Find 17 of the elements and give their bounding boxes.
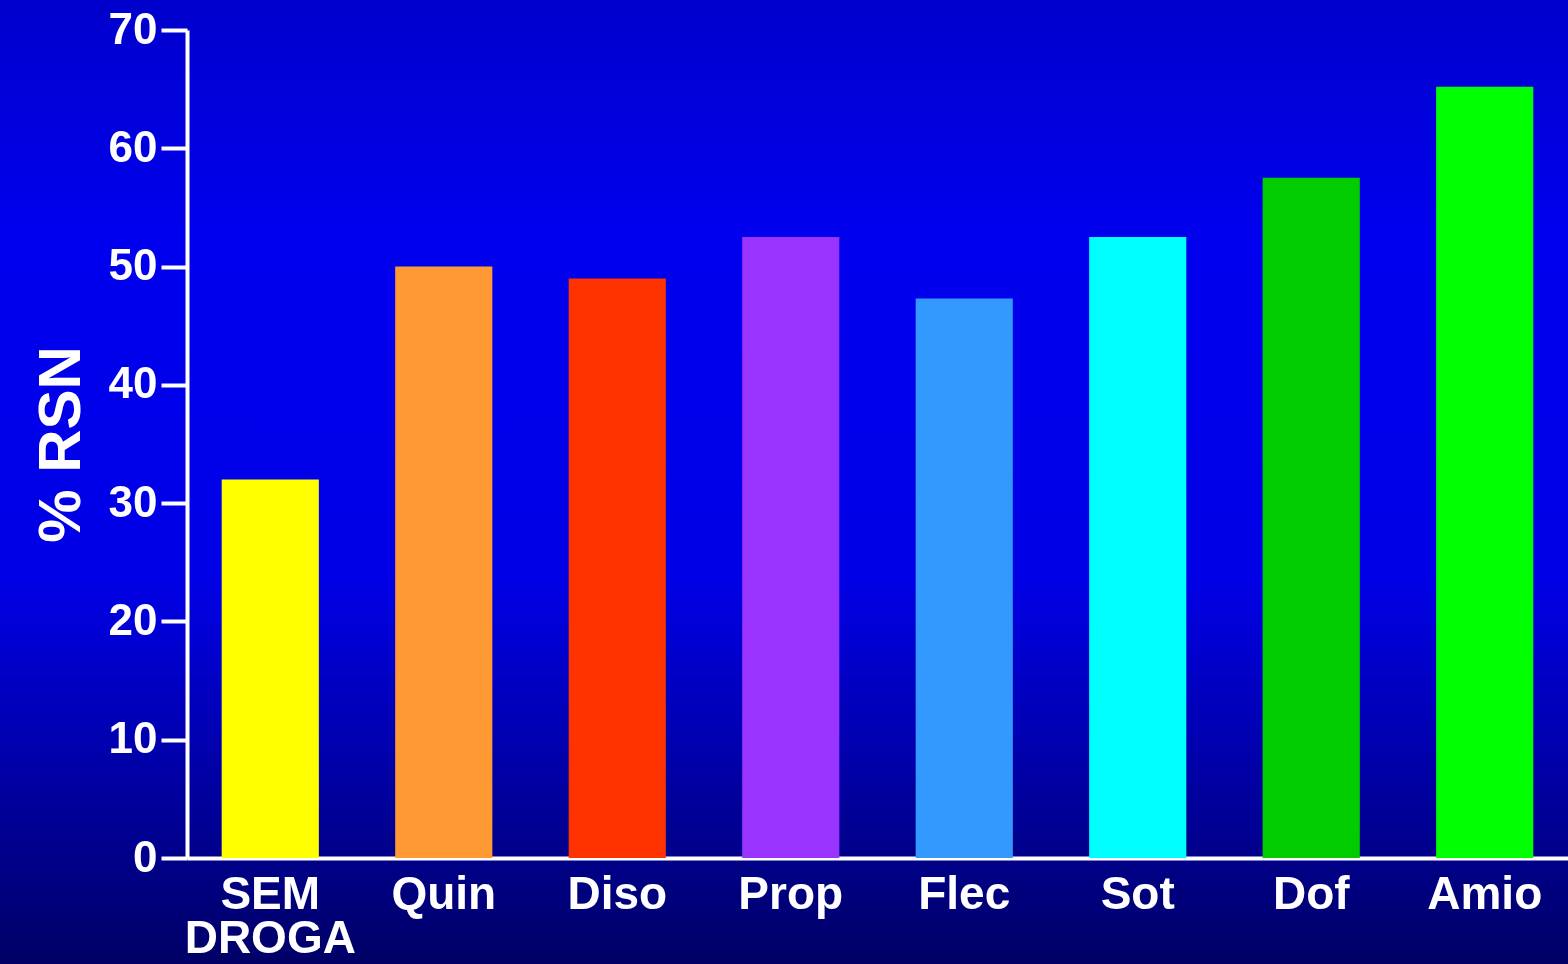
y-tick-label: 0 xyxy=(133,831,158,881)
y-tick-label: 20 xyxy=(108,594,158,644)
x-tick-label: Quin xyxy=(391,866,497,919)
x-tick-label: Sot xyxy=(1100,866,1175,919)
y-tick-label: 60 xyxy=(108,121,158,171)
x-tick-label: Diso xyxy=(567,866,668,919)
y-tick-label: 70 xyxy=(108,3,158,53)
y-tick-label: 50 xyxy=(108,240,158,290)
x-tick-label: Prop xyxy=(738,866,844,919)
x-tick-label: Amio xyxy=(1427,866,1543,919)
y-axis-title: % RSN xyxy=(25,346,93,543)
x-tick-label: Flec xyxy=(918,866,1011,919)
x-tick-label: Dof xyxy=(1272,866,1351,919)
y-tick-label: 10 xyxy=(108,713,158,763)
y-tick-label: 40 xyxy=(108,358,158,408)
x-tick-label: SEM DROGA xyxy=(184,866,356,963)
y-tick-label: 30 xyxy=(108,476,158,526)
